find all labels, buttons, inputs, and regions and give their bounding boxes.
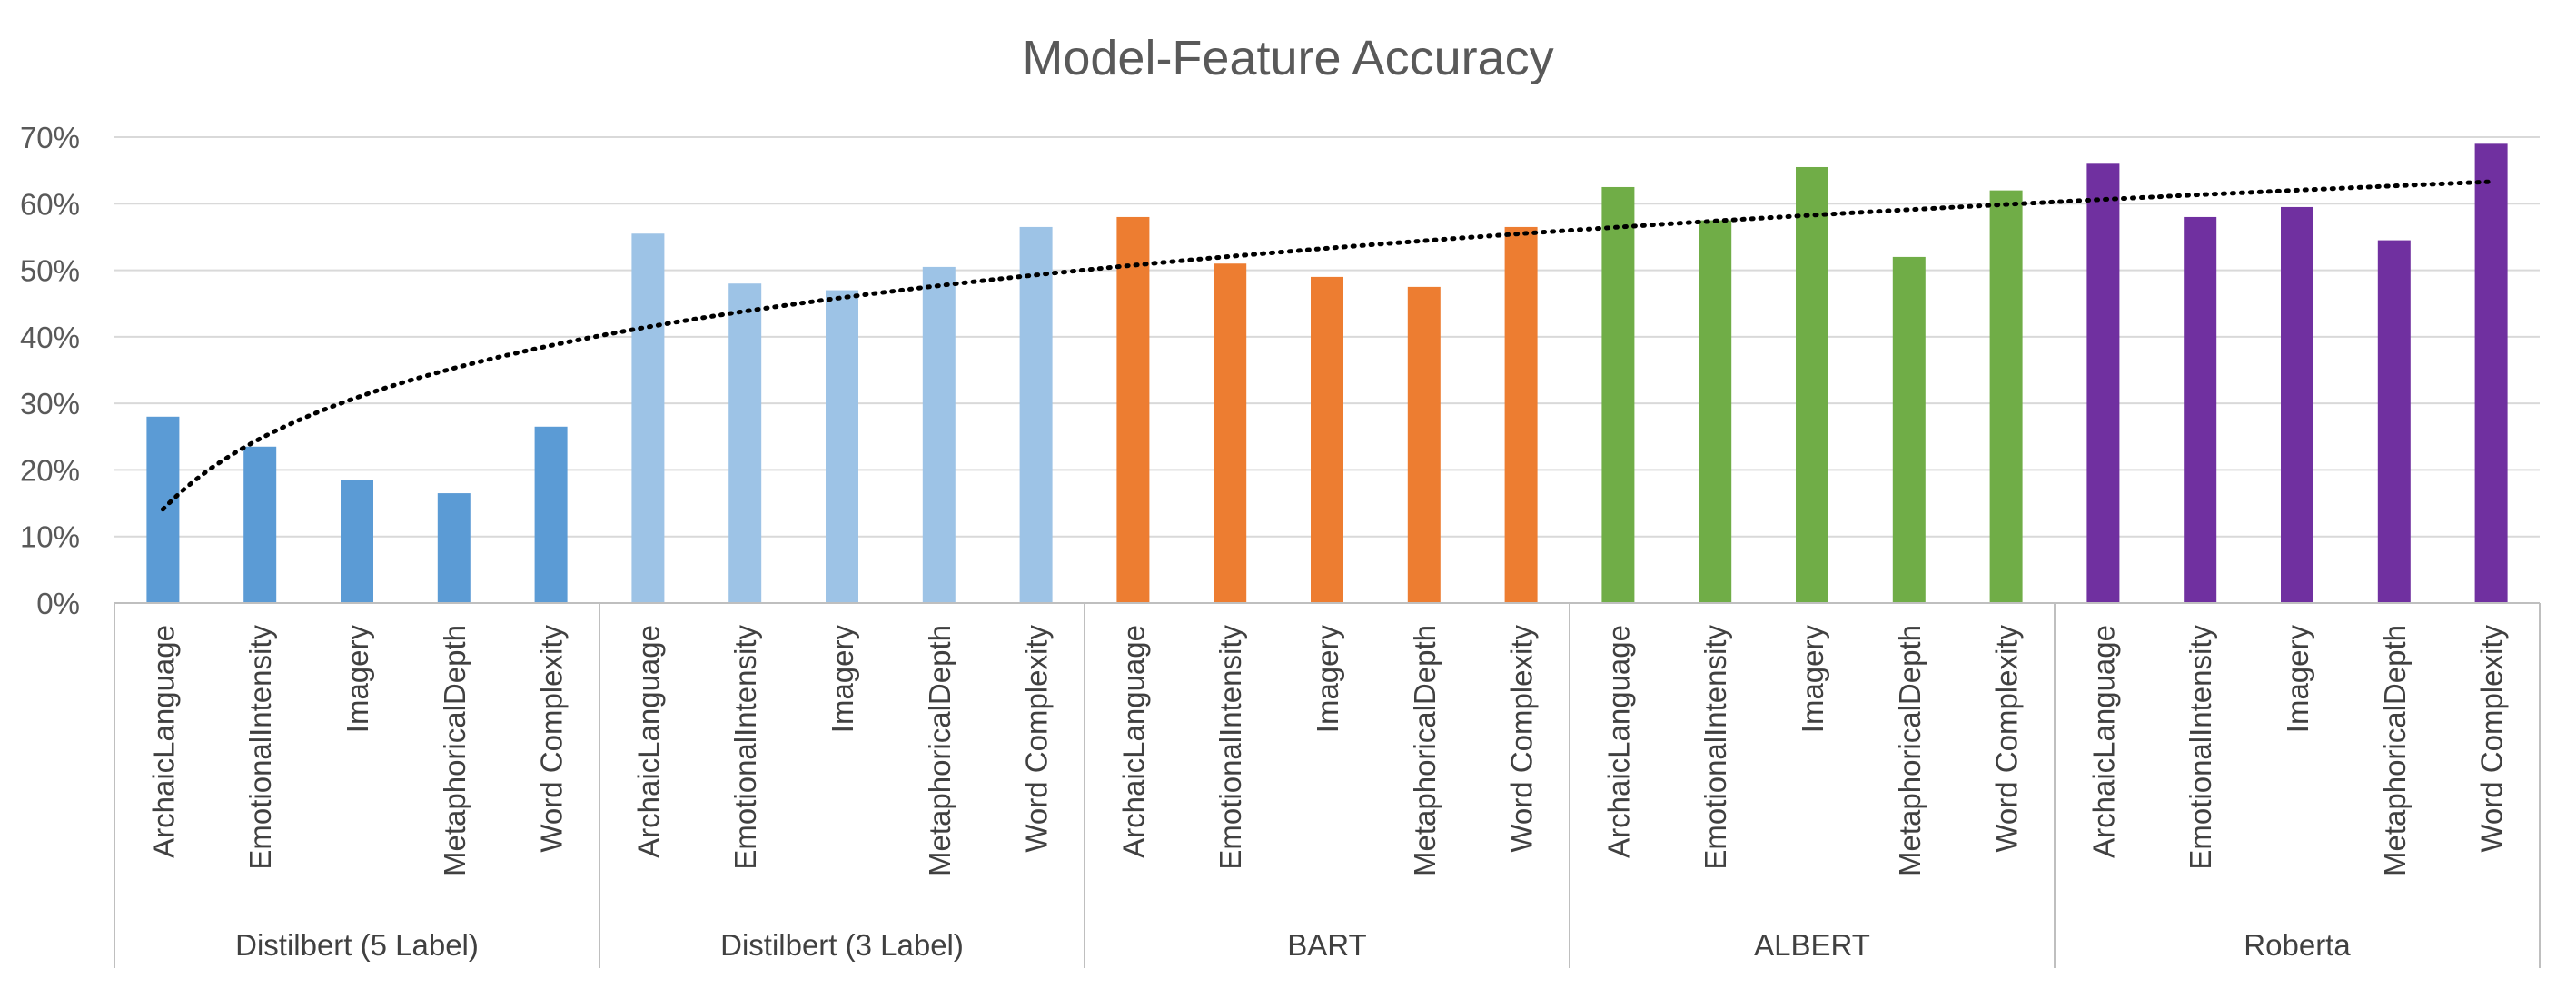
x-tick-label: ArchaicLanguage bbox=[146, 625, 180, 858]
bar bbox=[534, 426, 568, 603]
x-tick-label: Imagery bbox=[1796, 625, 1829, 734]
x-tick-label: Word Complexity bbox=[535, 625, 569, 853]
y-tick-label: 60% bbox=[20, 187, 80, 221]
chart-title: Model-Feature Accuracy bbox=[1022, 31, 1553, 85]
x-tick-label: ArchaicLanguage bbox=[2086, 625, 2120, 858]
x-tick-label: EmotionalIntensity bbox=[728, 625, 762, 870]
x-axis-group-labels: Distilbert (5 Label) Distilbert (3 Label)… bbox=[235, 928, 2351, 962]
x-axis bbox=[114, 602, 2541, 968]
y-tick-label: 10% bbox=[20, 520, 80, 554]
trendline bbox=[160, 179, 2494, 512]
x-tick-label: Imagery bbox=[341, 625, 374, 734]
x-tick-label: EmotionalIntensity bbox=[1699, 625, 1732, 870]
bar bbox=[1504, 226, 1538, 603]
group-label: Distilbert (5 Label) bbox=[235, 928, 479, 962]
x-tick-label: Imagery bbox=[1311, 625, 1344, 734]
bar bbox=[2377, 240, 2411, 603]
bars bbox=[146, 143, 2508, 604]
x-tick-label: MetaphoricalDepth bbox=[1893, 625, 1927, 876]
x-tick-label: Imagery bbox=[826, 625, 859, 734]
bar bbox=[437, 493, 471, 603]
bar bbox=[2086, 163, 2120, 604]
bar bbox=[1892, 256, 1926, 603]
group-label: Distilbert (3 Label) bbox=[720, 928, 964, 962]
bar bbox=[1214, 263, 1247, 603]
x-tick-label: Word Complexity bbox=[1020, 625, 1054, 853]
x-tick-label: Word Complexity bbox=[1505, 625, 1539, 853]
bar bbox=[2474, 143, 2508, 604]
y-tick-label: 20% bbox=[20, 453, 80, 487]
bar bbox=[243, 446, 277, 603]
y-tick-label: 40% bbox=[20, 321, 80, 354]
bar bbox=[1699, 220, 1732, 603]
x-tick-label: ArchaicLanguage bbox=[1116, 625, 1150, 858]
y-axis-ticks: 0% 10% 20% 30% 40% 50% 60% 70% bbox=[20, 121, 80, 620]
x-tick-label: MetaphoricalDepth bbox=[2378, 625, 2412, 876]
x-tick-label: Word Complexity bbox=[1990, 625, 2024, 853]
bar bbox=[1019, 226, 1053, 603]
bar bbox=[1116, 216, 1150, 603]
x-tick-label: EmotionalIntensity bbox=[2184, 625, 2217, 870]
x-tick-label: Imagery bbox=[2281, 625, 2314, 734]
x-tick-label: EmotionalIntensity bbox=[243, 625, 277, 870]
group-label: ALBERT bbox=[1754, 928, 1870, 962]
bar bbox=[1311, 276, 1343, 603]
bar bbox=[2281, 206, 2313, 603]
x-tick-label: ArchaicLanguage bbox=[1601, 625, 1635, 858]
bar bbox=[922, 266, 956, 603]
group-label: BART bbox=[1287, 928, 1366, 962]
trendline-path bbox=[160, 179, 2494, 512]
bar bbox=[2184, 216, 2217, 603]
y-tick-label: 30% bbox=[20, 387, 80, 420]
bar bbox=[341, 480, 373, 603]
x-tick-label: ArchaicLanguage bbox=[631, 625, 665, 858]
x-axis-tick-labels: ArchaicLanguage EmotionalIntensity Imagery… bbox=[146, 625, 2508, 876]
bar bbox=[1796, 166, 1828, 603]
bar bbox=[1407, 286, 1441, 603]
y-tick-label: 70% bbox=[20, 121, 80, 154]
bar bbox=[1601, 186, 1635, 603]
bar bbox=[728, 283, 762, 603]
y-tick-label: 50% bbox=[20, 254, 80, 288]
bar bbox=[826, 290, 858, 603]
x-tick-label: EmotionalIntensity bbox=[1214, 625, 1247, 870]
x-tick-label: MetaphoricalDepth bbox=[1408, 625, 1442, 876]
x-tick-label: Word Complexity bbox=[2475, 625, 2509, 853]
group-label: Roberta bbox=[2244, 928, 2351, 962]
x-tick-label: MetaphoricalDepth bbox=[923, 625, 956, 876]
x-tick-label: MetaphoricalDepth bbox=[438, 625, 471, 876]
bar bbox=[1989, 190, 2023, 603]
bar bbox=[631, 233, 665, 603]
y-tick-label: 0% bbox=[36, 587, 80, 620]
